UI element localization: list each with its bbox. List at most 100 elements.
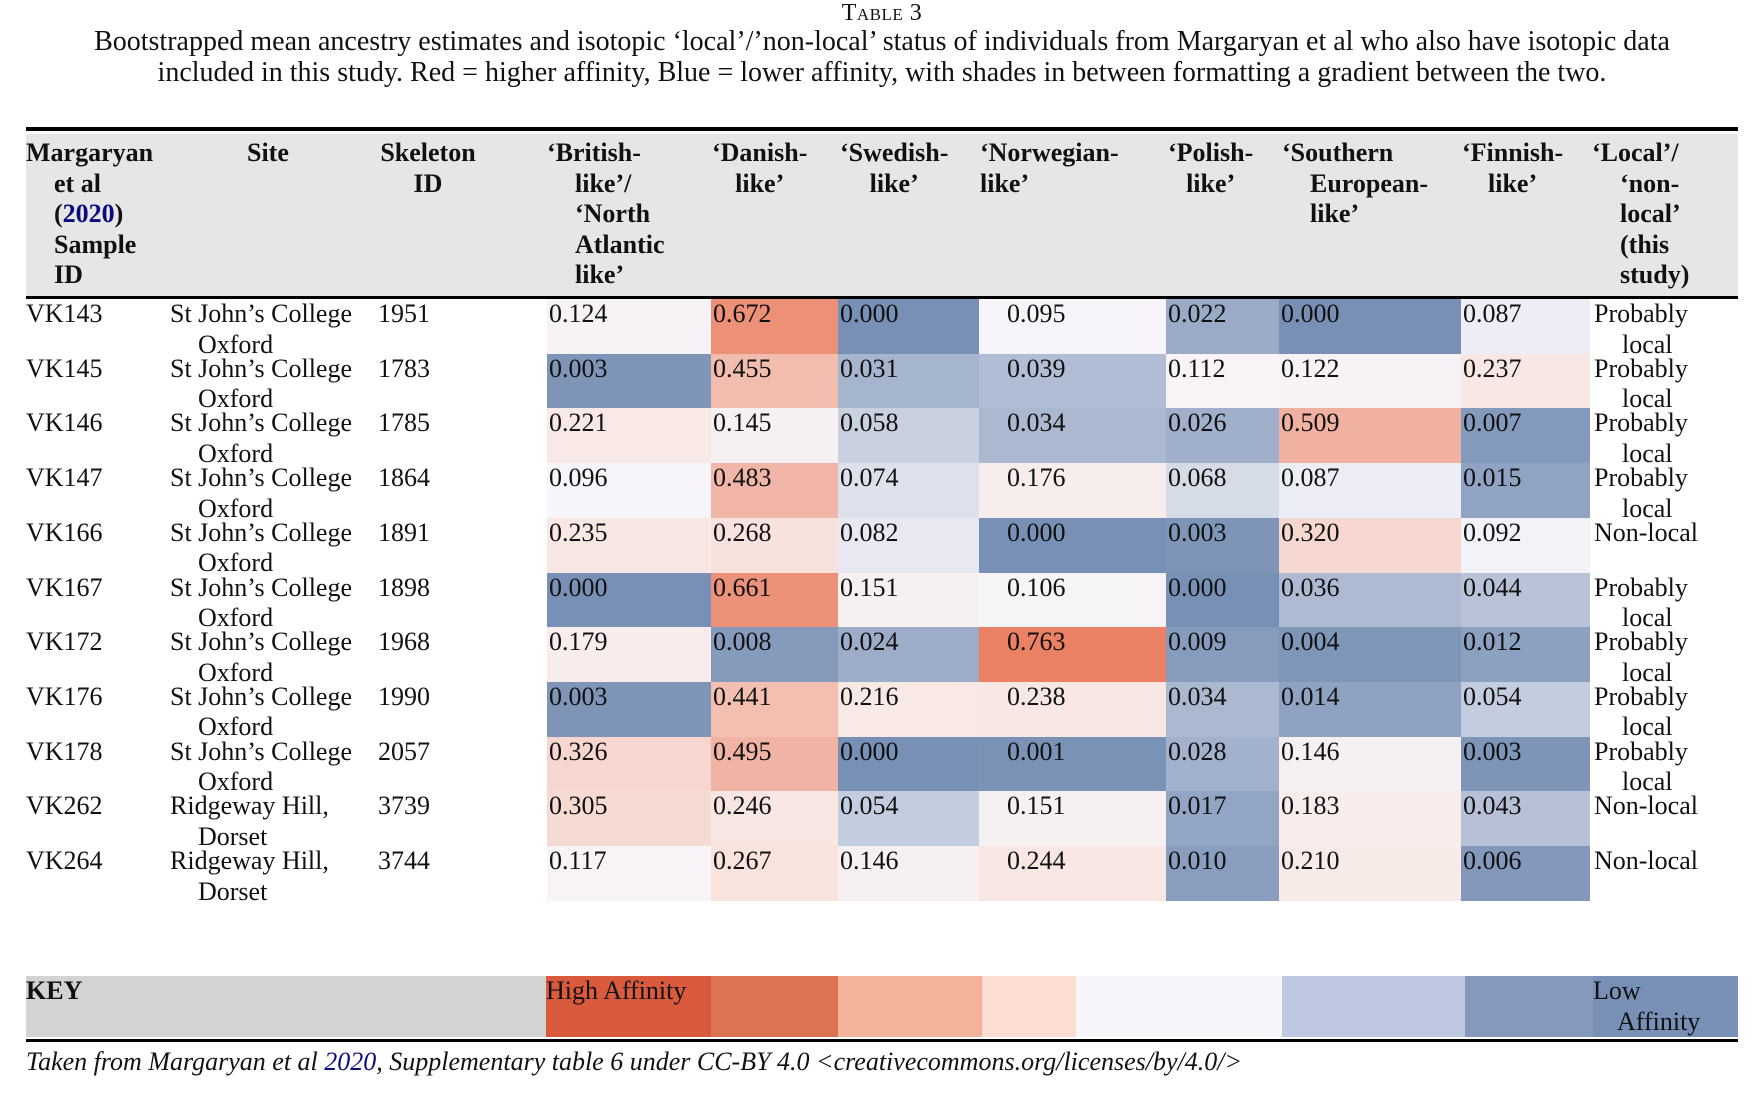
skeleton-id-cell: 1951: [378, 299, 430, 328]
value-cell-polish: 0.068: [1166, 463, 1279, 519]
value-cell-danish: 0.441: [711, 681, 838, 737]
value-cell-danish: 0.661: [711, 572, 838, 628]
header-finnish: ‘Finnish- like’: [1462, 138, 1564, 198]
value-cell-swedish: 0.146: [838, 846, 979, 901]
value-cell-finnish: 0.007: [1461, 408, 1590, 464]
key-swatch: Low Affinity: [1593, 976, 1738, 1037]
value-cell-southern-european: 0.183: [1279, 791, 1461, 847]
value-cell-southern-european: 0.320: [1279, 517, 1461, 573]
header-polish: ‘Polish- like’: [1168, 138, 1254, 198]
table-row: VK166 St John’s College Oxford 1891 0.235 0.2…: [26, 517, 1738, 577]
skeleton-id-cell: 1891: [378, 517, 430, 547]
reference-link-2020[interactable]: 2020: [62, 199, 115, 228]
sample-id-cell: VK147: [26, 463, 103, 493]
skeleton-id-cell: 1785: [378, 408, 430, 438]
header-local-status: ‘Local’/ ‘non- local’ (this study): [1592, 138, 1690, 289]
header-site: Site: [247, 138, 289, 167]
value-cell-british: 0.221: [547, 408, 711, 464]
table-header: [26, 134, 1738, 296]
value-cell-southern-european: 0.122: [1279, 353, 1461, 409]
value-cell-swedish: 0.000: [838, 736, 979, 792]
value-cell-danish: 0.495: [711, 736, 838, 792]
site-cell: St John’s College Oxford: [170, 299, 353, 359]
value-cell-southern-european: 0.210: [1279, 846, 1461, 901]
value-cell-finnish: 0.092: [1461, 517, 1590, 573]
value-cell-polish: 0.000: [1166, 572, 1279, 628]
value-cell-british: 0.117: [547, 846, 711, 901]
value-cell-norwegian: 0.001: [979, 736, 1166, 792]
skeleton-id-cell: 1864: [378, 463, 430, 493]
value-cell-polish: 0.112: [1166, 353, 1279, 409]
local-status-cell: Probably local: [1594, 736, 1688, 797]
sample-id-cell: VK178: [26, 736, 103, 766]
value-cell-british: 0.305: [547, 791, 711, 847]
value-cell-danish: 0.455: [711, 353, 838, 409]
value-cell-swedish: 0.216: [838, 681, 979, 737]
value-cell-british: 0.179: [547, 627, 711, 683]
table-row: VK172 St John’s College Oxford 1968 0.179 0.0…: [26, 627, 1738, 687]
value-cell-swedish: 0.058: [838, 408, 979, 464]
table-row: VK264 Ridgeway Hill, Dorset 3744 0.117 0.267 0…: [26, 846, 1738, 906]
value-cell-norwegian: 0.034: [979, 408, 1166, 464]
local-status-cell: Probably local: [1594, 463, 1688, 523]
key-high-label: High Affinity: [546, 976, 687, 1005]
value-cell-swedish: 0.024: [838, 627, 979, 683]
value-cell-british: 0.003: [547, 353, 711, 409]
site-cell: Ridgeway Hill, Dorset: [170, 791, 329, 851]
local-status-cell: Probably local: [1594, 353, 1688, 414]
value-cell-finnish: 0.087: [1461, 299, 1590, 354]
site-cell: St John’s College Oxford: [170, 353, 353, 414]
value-cell-polish: 0.003: [1166, 517, 1279, 573]
site-cell: St John’s College Oxford: [170, 463, 353, 523]
header-rule: [26, 296, 1738, 299]
table-footnote: Taken from Margaryan et al 2020, Supplem…: [26, 1047, 1243, 1076]
header-sample-id: Margaryan et al (2020) Sample ID: [26, 138, 154, 289]
value-cell-british: 0.124: [547, 299, 711, 354]
local-status-cell: Probably local: [1594, 572, 1688, 633]
value-cell-finnish: 0.012: [1461, 627, 1590, 683]
reference-link-2020-footer[interactable]: 2020: [324, 1047, 377, 1076]
table-row: VK146 St John’s College Oxford 1785 0.221 0.1…: [26, 408, 1738, 468]
table-row: VK145 St John’s College Oxford 1783 0.003 0.4…: [26, 353, 1738, 414]
header-british: ‘British- like’/ ‘North Atlantic like’: [547, 138, 665, 289]
key-swatch: [711, 976, 838, 1037]
top-rule: [26, 127, 1738, 131]
local-status-cell: Probably local: [1594, 299, 1688, 359]
skeleton-id-cell: 3739: [378, 791, 430, 821]
value-cell-british: 0.326: [547, 736, 711, 792]
value-cell-danish: 0.268: [711, 517, 838, 573]
value-cell-norwegian: 0.238: [979, 681, 1166, 737]
local-status-cell: Non-local: [1594, 791, 1698, 821]
value-cell-finnish: 0.237: [1461, 353, 1590, 409]
skeleton-id-cell: 3744: [378, 846, 430, 875]
site-cell: St John’s College Oxford: [170, 681, 353, 742]
key-swatch: [1282, 976, 1465, 1037]
table-row: VK178 St John’s College Oxford 2057 0.326 0.4…: [26, 736, 1738, 797]
value-cell-finnish: 0.003: [1461, 736, 1590, 792]
bottom-rule: [26, 1039, 1738, 1042]
sample-id-cell: VK176: [26, 681, 103, 711]
skeleton-id-cell: 2057: [378, 736, 430, 766]
header-southern-european: ‘Southern European- like’: [1282, 138, 1428, 228]
value-cell-finnish: 0.015: [1461, 463, 1590, 519]
sample-id-cell: VK143: [26, 299, 103, 328]
key-swatch: [1076, 976, 1282, 1037]
value-cell-danish: 0.008: [711, 627, 838, 683]
value-cell-southern-european: 0.014: [1279, 681, 1461, 737]
value-cell-southern-european: 0.509: [1279, 408, 1461, 464]
value-cell-southern-european: 0.146: [1279, 736, 1461, 792]
value-cell-norwegian: 0.106: [979, 572, 1166, 628]
value-cell-polish: 0.034: [1166, 681, 1279, 737]
value-cell-norwegian: 0.763: [979, 627, 1166, 683]
site-cell: St John’s College Oxford: [170, 408, 353, 468]
value-cell-norwegian: 0.176: [979, 463, 1166, 519]
value-cell-polish: 0.017: [1166, 791, 1279, 847]
value-cell-polish: 0.010: [1166, 846, 1279, 901]
value-cell-british: 0.235: [547, 517, 711, 573]
site-cell: St John’s College Oxford: [170, 627, 353, 687]
sample-id-cell: VK146: [26, 408, 103, 438]
value-cell-british: 0.003: [547, 681, 711, 737]
sample-id-cell: VK166: [26, 517, 103, 547]
key-swatch: [838, 976, 982, 1037]
value-cell-swedish: 0.082: [838, 517, 979, 573]
